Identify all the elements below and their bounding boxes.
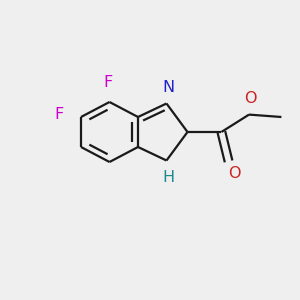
Text: O: O — [228, 167, 240, 182]
Text: H: H — [162, 170, 174, 185]
Text: F: F — [54, 107, 63, 122]
Text: F: F — [103, 75, 112, 90]
Text: N: N — [162, 80, 174, 95]
Text: O: O — [244, 91, 257, 106]
